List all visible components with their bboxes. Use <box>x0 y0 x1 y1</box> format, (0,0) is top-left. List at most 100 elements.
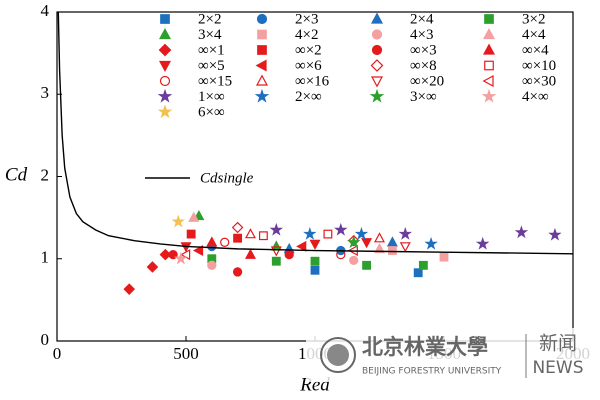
legend-label: 3×4 <box>198 27 222 43</box>
legend-label: 2×∞ <box>295 89 322 105</box>
point <box>284 249 294 260</box>
point <box>386 236 398 247</box>
point <box>399 242 411 253</box>
point <box>334 222 348 236</box>
watermark-cn: 北京林業大學 <box>362 335 488 359</box>
point <box>206 236 218 247</box>
point <box>188 211 200 222</box>
legend-marker <box>257 45 267 55</box>
point <box>303 227 317 240</box>
legend-marker <box>254 88 270 103</box>
legend-label: 4×3 <box>410 27 433 43</box>
x-tick-label: 500 <box>173 344 199 363</box>
point <box>354 227 369 240</box>
point <box>244 228 257 239</box>
legend-marker <box>370 59 384 72</box>
point <box>424 236 438 250</box>
legend-label: ∞×2 <box>295 42 322 58</box>
point <box>174 251 188 265</box>
legend-label: 2×4 <box>410 11 434 27</box>
point <box>439 252 449 262</box>
y-tick-label: 2 <box>41 165 50 184</box>
point <box>159 248 172 261</box>
legend-marker <box>157 88 173 103</box>
news-en: NEWS <box>532 358 583 378</box>
point <box>233 233 243 243</box>
legend-marker <box>255 59 267 72</box>
legend-marker <box>369 88 385 103</box>
legend-label: 3×∞ <box>410 89 437 105</box>
point <box>373 232 386 243</box>
point <box>362 260 372 270</box>
y-axis-label: Cd <box>5 164 28 185</box>
legend-label: 4×∞ <box>522 89 549 105</box>
legend-label: 2×3 <box>295 11 318 27</box>
logo-inner <box>327 344 349 366</box>
legend-marker <box>482 27 496 40</box>
legend-label: 6×∞ <box>198 104 225 120</box>
legend-label: ∞×20 <box>410 73 444 89</box>
legend-label: ∞×8 <box>410 58 437 74</box>
legend-label: ∞×16 <box>295 73 330 89</box>
watermark-en: BEIJING FORESTRY UNIVERSITY <box>362 367 502 377</box>
logo <box>320 337 356 373</box>
point <box>387 246 397 255</box>
legend-label: ∞×30 <box>522 73 556 89</box>
legend-label: ∞×1 <box>198 42 225 58</box>
legend-label: 3×2 <box>522 11 545 27</box>
legend-marker <box>159 75 171 87</box>
point <box>349 255 359 266</box>
point <box>310 256 320 266</box>
point <box>310 265 320 275</box>
point <box>413 268 423 278</box>
legend-label: 1×∞ <box>198 89 225 105</box>
point <box>361 238 373 249</box>
point <box>418 260 428 270</box>
legend-label: Cdsingle <box>200 170 254 186</box>
legend-marker <box>370 12 384 24</box>
y-tick-label: 3 <box>41 83 50 102</box>
legend-marker <box>160 14 170 24</box>
legend-marker <box>371 29 383 40</box>
point <box>146 261 159 273</box>
point <box>269 222 284 236</box>
point <box>232 267 243 277</box>
legend-marker <box>371 44 383 56</box>
point <box>123 283 136 295</box>
point <box>323 229 333 239</box>
legend-label: ∞×4 <box>522 42 549 58</box>
legend-marker <box>481 88 497 103</box>
watermark: 北京林業大學 BEIJING FORESTRY UNIVERSITY 新闻 NE… <box>306 328 592 382</box>
point <box>296 240 307 252</box>
news-cn: 新闻 <box>539 333 577 355</box>
point <box>231 221 244 234</box>
point <box>244 248 257 259</box>
legend-label: 2×2 <box>198 11 221 27</box>
legend-marker <box>157 104 173 119</box>
legend-label: ∞×6 <box>295 58 322 74</box>
point <box>475 236 490 250</box>
legend-marker <box>158 27 172 40</box>
watermark-bg <box>306 328 592 382</box>
point <box>271 256 281 266</box>
y-tick-label: 1 <box>41 248 50 267</box>
legend-label: ∞×15 <box>198 73 232 89</box>
legend-marker <box>257 29 267 40</box>
legend-label: ∞×3 <box>410 42 437 58</box>
point <box>192 245 204 257</box>
curve <box>57 11 574 255</box>
point <box>270 246 282 257</box>
legend-marker <box>158 43 172 57</box>
legend-label: ∞×5 <box>198 58 225 74</box>
point <box>220 237 230 247</box>
legend-marker <box>482 74 494 88</box>
point <box>186 229 196 239</box>
point <box>398 227 413 240</box>
legend-marker <box>255 74 269 86</box>
point <box>514 225 529 239</box>
point <box>309 239 321 250</box>
legend-label: ∞×10 <box>522 58 556 74</box>
point <box>346 235 361 249</box>
y-tick-label: 0 <box>41 330 50 349</box>
